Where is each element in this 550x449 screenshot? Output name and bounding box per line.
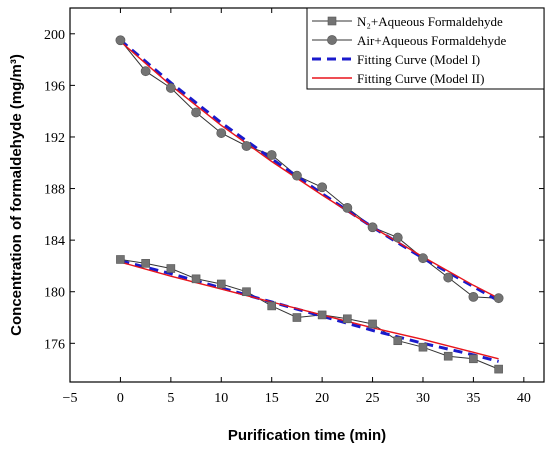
- series-layer: [115, 35, 504, 374]
- air-data-point: [140, 66, 151, 77]
- y-tick-label: 180: [44, 286, 65, 301]
- model1-fit-lower: [120, 259, 499, 363]
- x-tick-label: 5: [167, 391, 174, 406]
- air-data-point: [342, 202, 353, 213]
- air-data-point: [216, 128, 227, 138]
- n2-data-point: [494, 364, 503, 374]
- n2-data-point: [292, 313, 302, 322]
- legend-label: Air+Aqueous Formaldehyde: [357, 33, 506, 48]
- y-tick-label: 196: [44, 79, 65, 94]
- n2-data-point: [469, 354, 478, 364]
- n2-data-point: [166, 264, 176, 273]
- n2-data-point: [242, 287, 251, 297]
- n2-data-point: [191, 274, 201, 284]
- n2-data-point: [418, 342, 428, 352]
- n2-data-point: [343, 314, 352, 324]
- n2-data-point: [443, 351, 453, 361]
- air-data-point: [266, 150, 277, 160]
- n2-data-point: [267, 301, 277, 311]
- axis-ticks: −5 0 5 10 15 20 25 30 35 40 176 180 184 188 192 196 200: [44, 8, 544, 406]
- n2-data-point: [141, 259, 150, 268]
- air-data-point: [317, 182, 328, 193]
- n2-data-point: [116, 255, 125, 264]
- y-tick-label: 184: [44, 234, 65, 249]
- air-series-line: [120, 39, 499, 299]
- air-data-point: [115, 35, 126, 46]
- air-data-point: [367, 222, 378, 233]
- air-data-point: [241, 141, 252, 151]
- y-tick-label: 188: [44, 183, 65, 198]
- n2-series-line: [120, 259, 499, 370]
- x-axis-label: Purification time (min): [228, 427, 386, 444]
- legend-label: Fitting Curve (Model I): [357, 52, 480, 67]
- legend: N₂+Aqueous Formaldehyde Air+Aqueous Forma…: [306, 7, 545, 90]
- model1-fit-upper: [119, 39, 500, 303]
- legend-label: Fitting Curve (Model II): [357, 71, 484, 86]
- x-tick-label: 20: [315, 391, 329, 406]
- air-data-point: [418, 253, 428, 264]
- y-tick-label: 192: [44, 131, 65, 146]
- air-data-point: [191, 107, 201, 118]
- air-data-point: [443, 272, 454, 283]
- y-axis-label: Concentration of formaldehyde (mg/m³): [8, 54, 25, 336]
- x-tick-label: 35: [466, 391, 480, 406]
- x-tick-label: −5: [63, 391, 78, 406]
- n2-data-point: [317, 310, 327, 320]
- x-tick-label: 15: [265, 391, 279, 406]
- n2-data-point: [393, 336, 403, 346]
- x-tick-label: 25: [366, 391, 380, 406]
- x-tick-label: 0: [117, 391, 124, 406]
- air-data-point: [468, 291, 479, 302]
- y-tick-label: 176: [44, 337, 65, 352]
- x-tick-label: 10: [214, 391, 228, 406]
- model2-fit-upper: [119, 40, 499, 299]
- x-tick-label: 40: [517, 391, 531, 406]
- air-data-point: [292, 170, 302, 181]
- n2-data-point: [368, 319, 377, 329]
- legend-marker-n2: [327, 16, 337, 26]
- n2-data-point: [216, 279, 226, 289]
- air-data-point: [392, 232, 403, 243]
- legend-label: N₂+Aqueous Formaldehyde: [357, 14, 503, 29]
- air-data-point: [165, 83, 176, 93]
- y-tick-label: 200: [44, 28, 65, 43]
- legend-marker-air: [327, 35, 337, 45]
- x-tick-label: 30: [416, 391, 430, 406]
- air-data-point: [493, 293, 504, 304]
